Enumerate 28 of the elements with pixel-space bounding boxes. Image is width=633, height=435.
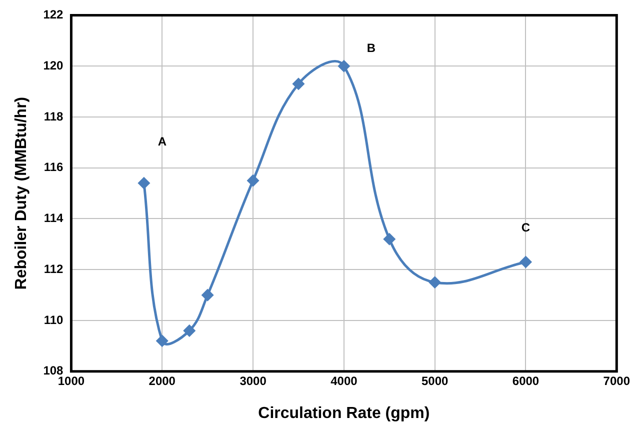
x-tick-label: 6000 — [512, 374, 540, 388]
y-tick-label: 122 — [43, 8, 64, 22]
point — [184, 324, 196, 336]
x-tick-label: 5000 — [421, 374, 449, 388]
annotation: A — [158, 134, 167, 149]
y-tick-label: 116 — [44, 160, 64, 174]
point — [202, 289, 214, 301]
x-tick-label: 2000 — [148, 374, 176, 388]
y-tick-label: 112 — [44, 262, 64, 276]
y-axis-title: Reboiler Duty (MMBtu/hr) — [13, 96, 30, 290]
annotation: B — [366, 40, 376, 55]
y-tick-label: 118 — [44, 109, 64, 124]
point — [338, 60, 350, 72]
x-tick-label: 4000 — [330, 374, 358, 388]
y-tick-label: 114 — [44, 211, 64, 226]
x-axis-title: Circulation Rate (gpm) — [258, 404, 430, 422]
point — [429, 276, 441, 288]
point — [156, 335, 168, 347]
point — [247, 174, 259, 186]
point — [138, 177, 150, 189]
point — [292, 78, 304, 90]
y-tick-label: 120 — [43, 58, 64, 72]
x-tick-label: 7000 — [603, 374, 630, 388]
x-tick-label: 3000 — [240, 374, 267, 388]
y-tick-label: 110 — [44, 312, 64, 327]
point — [384, 233, 396, 245]
point — [520, 256, 532, 268]
annotation: C — [521, 220, 530, 235]
